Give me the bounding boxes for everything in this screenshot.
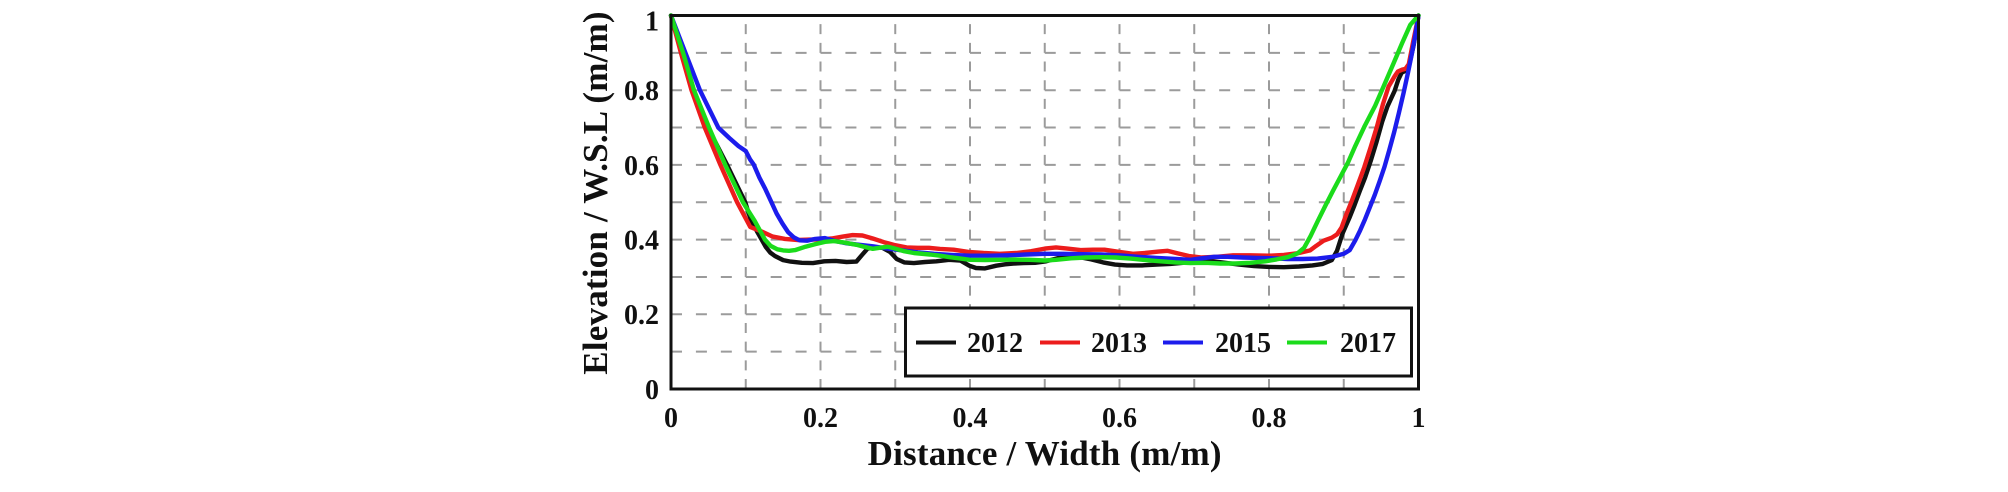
svg-text:2013: 2013 — [1091, 328, 1147, 359]
svg-text:1: 1 — [645, 6, 659, 37]
svg-text:0: 0 — [664, 403, 678, 434]
svg-text:0.8: 0.8 — [624, 76, 659, 107]
svg-text:2017: 2017 — [1340, 328, 1396, 359]
svg-text:Distance / Width (m/m): Distance / Width (m/m) — [868, 434, 1222, 473]
svg-text:2015: 2015 — [1215, 328, 1271, 359]
svg-text:0.6: 0.6 — [624, 151, 659, 182]
svg-text:2012: 2012 — [967, 328, 1023, 359]
svg-text:0: 0 — [645, 375, 659, 406]
svg-text:0.4: 0.4 — [624, 226, 659, 257]
svg-text:0.4: 0.4 — [953, 403, 988, 434]
svg-text:0.2: 0.2 — [624, 300, 659, 331]
svg-text:0.2: 0.2 — [803, 403, 838, 434]
svg-text:Elevation / W.S.L (m/m): Elevation / W.S.L (m/m) — [576, 11, 615, 374]
svg-text:0.6: 0.6 — [1102, 403, 1137, 434]
svg-text:0.8: 0.8 — [1252, 403, 1287, 434]
svg-text:1: 1 — [1412, 403, 1426, 434]
